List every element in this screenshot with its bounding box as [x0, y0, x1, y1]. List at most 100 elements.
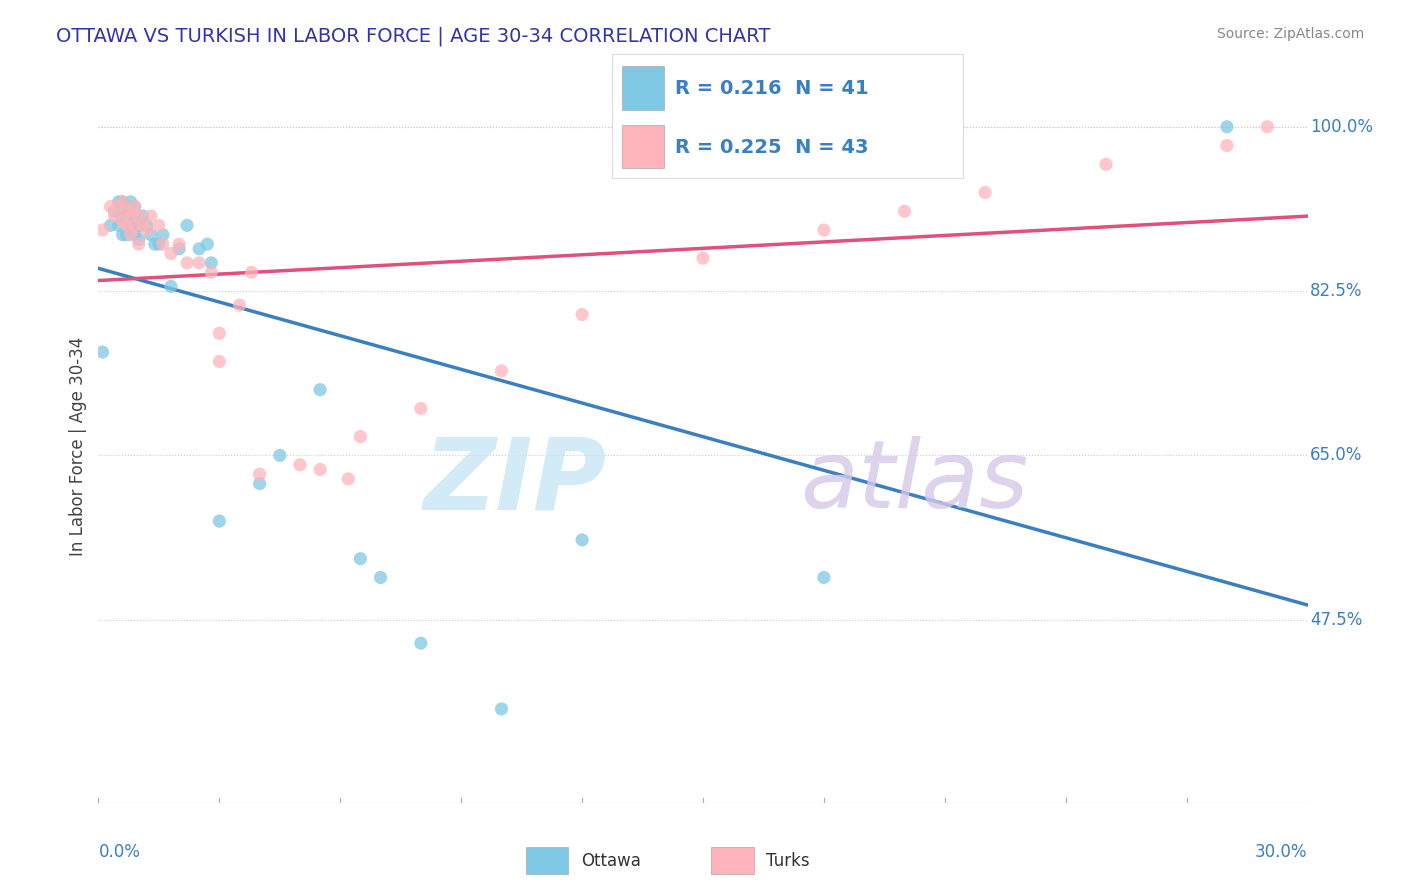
Point	[188, 242, 211, 256]
Point	[160, 279, 183, 293]
Point	[91, 223, 114, 237]
Point	[115, 227, 138, 242]
Point	[132, 219, 155, 233]
Text: R = 0.216  N = 41: R = 0.216 N = 41	[675, 79, 869, 98]
Text: 30.0%: 30.0%	[1256, 843, 1308, 861]
Point	[135, 219, 157, 233]
Point	[195, 237, 218, 252]
Point	[152, 227, 174, 242]
Text: Turks: Turks	[766, 852, 810, 870]
FancyBboxPatch shape	[621, 66, 665, 110]
Point	[370, 570, 392, 584]
Point	[1256, 120, 1278, 134]
Point	[120, 219, 142, 233]
Point	[120, 194, 142, 209]
Point	[111, 227, 134, 242]
Point	[103, 209, 125, 223]
Point	[349, 551, 371, 566]
Point	[103, 204, 125, 219]
Point	[249, 467, 271, 482]
Point	[337, 472, 360, 486]
Y-axis label: In Labor Force | Age 30-34: In Labor Force | Age 30-34	[69, 336, 87, 556]
Point	[491, 364, 513, 378]
Point	[124, 213, 146, 227]
Text: 0.0%: 0.0%	[98, 843, 141, 861]
Point	[309, 383, 332, 397]
Point	[120, 209, 142, 223]
Point	[208, 326, 231, 341]
Point	[115, 204, 138, 219]
Point	[813, 570, 835, 584]
Point	[176, 219, 198, 233]
Point	[111, 194, 134, 209]
Point	[349, 429, 371, 443]
Point	[974, 186, 997, 200]
Text: 47.5%: 47.5%	[1310, 611, 1362, 629]
Point	[409, 636, 432, 650]
Point	[115, 204, 138, 219]
Point	[491, 702, 513, 716]
Point	[208, 354, 231, 368]
Text: Ottawa: Ottawa	[581, 852, 641, 870]
Point	[288, 458, 311, 472]
Point	[139, 227, 162, 242]
Point	[152, 237, 174, 252]
Point	[167, 237, 190, 252]
Point	[124, 227, 146, 242]
Point	[128, 219, 150, 233]
Point	[120, 227, 142, 242]
Point	[128, 232, 150, 246]
Point	[200, 256, 222, 270]
Point	[100, 219, 122, 233]
Text: OTTAWA VS TURKISH IN LABOR FORCE | AGE 30-34 CORRELATION CHART: OTTAWA VS TURKISH IN LABOR FORCE | AGE 3…	[56, 27, 770, 46]
Point	[167, 242, 190, 256]
Point	[128, 209, 150, 223]
Point	[228, 298, 250, 312]
Text: 82.5%: 82.5%	[1310, 282, 1362, 300]
Text: atlas: atlas	[800, 436, 1028, 527]
Point	[249, 476, 271, 491]
Point	[124, 200, 146, 214]
Point	[111, 213, 134, 227]
Point	[111, 194, 134, 209]
Point	[128, 237, 150, 252]
Point	[132, 209, 155, 223]
FancyBboxPatch shape	[526, 847, 568, 874]
Point	[240, 265, 263, 279]
FancyBboxPatch shape	[621, 125, 665, 169]
Point	[269, 449, 291, 463]
Point	[143, 237, 166, 252]
FancyBboxPatch shape	[711, 847, 754, 874]
Text: ZIP: ZIP	[423, 434, 606, 530]
Point	[1216, 138, 1239, 153]
Point	[148, 219, 170, 233]
Point	[176, 256, 198, 270]
Point	[148, 237, 170, 252]
Point	[124, 219, 146, 233]
Point	[115, 219, 138, 233]
Point	[893, 204, 915, 219]
Point	[409, 401, 432, 416]
Point	[107, 200, 129, 214]
Point	[813, 223, 835, 237]
Point	[100, 200, 122, 214]
Point	[692, 251, 714, 265]
Point	[188, 256, 211, 270]
Point	[107, 219, 129, 233]
Point	[107, 194, 129, 209]
Point	[139, 209, 162, 223]
Point	[111, 209, 134, 223]
Point	[1095, 157, 1118, 171]
Point	[1216, 120, 1239, 134]
Point	[571, 533, 593, 547]
Point	[208, 514, 231, 528]
Point	[120, 209, 142, 223]
Point	[160, 246, 183, 260]
Point	[135, 223, 157, 237]
Text: 65.0%: 65.0%	[1310, 446, 1362, 465]
Point	[571, 308, 593, 322]
Point	[124, 200, 146, 214]
Text: 100.0%: 100.0%	[1310, 118, 1374, 136]
Point	[91, 345, 114, 359]
Point	[200, 265, 222, 279]
